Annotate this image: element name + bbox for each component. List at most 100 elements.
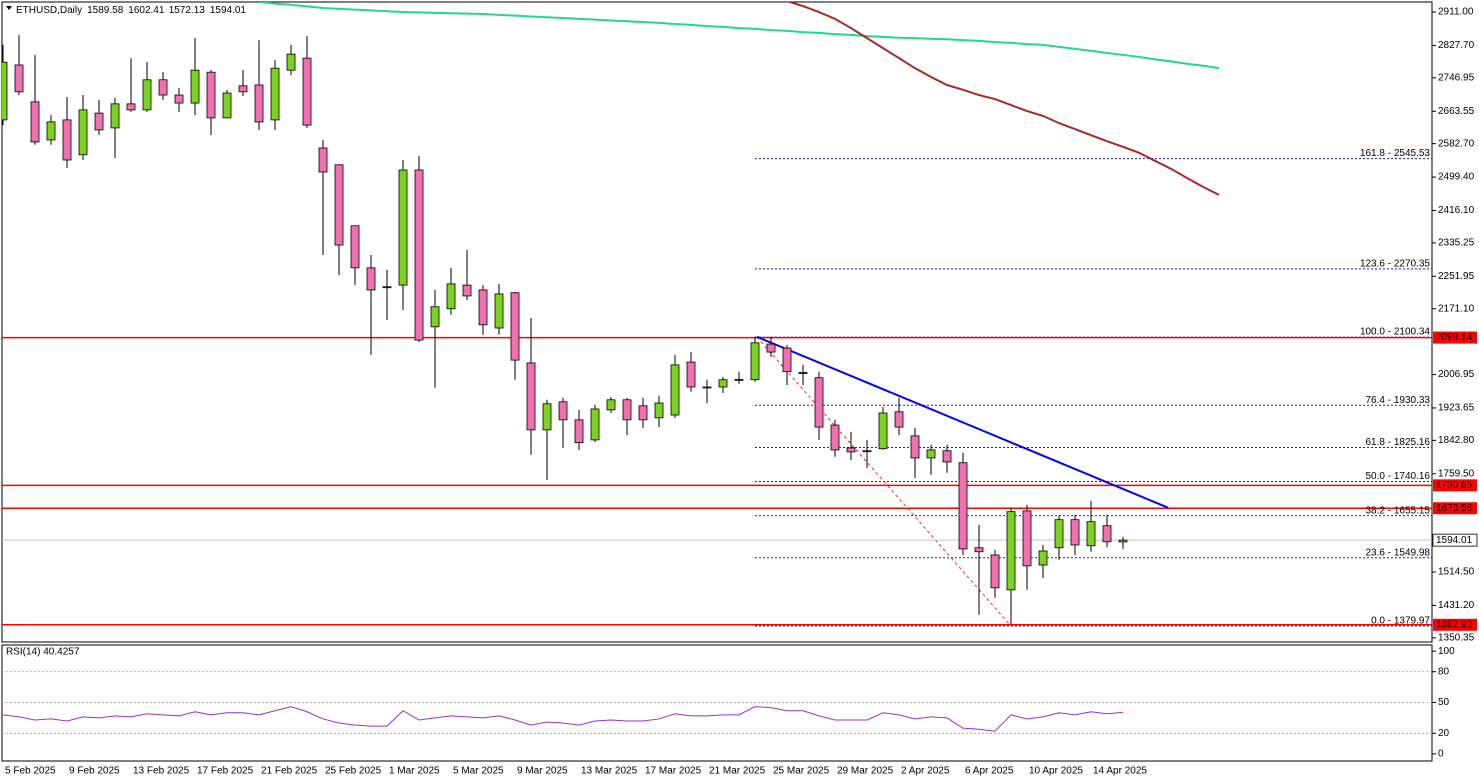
candle-body: [1086, 521, 1096, 547]
candle-body: [510, 292, 520, 361]
candle-body: [958, 462, 968, 550]
candle-body: [782, 347, 792, 373]
level-label-box: [1433, 502, 1477, 515]
x-tick-label: 1 Mar 2025: [389, 766, 440, 777]
candle-body: [78, 109, 88, 156]
candle-body: [350, 225, 360, 269]
candle-body: [1006, 511, 1016, 591]
candle-body: [942, 450, 952, 463]
level-label: 1382.92: [1436, 619, 1473, 630]
rsi-title: RSI(14) 40.4257: [6, 647, 80, 658]
candle-body: [46, 121, 56, 141]
x-tick-label: 5 Feb 2025: [5, 766, 56, 777]
candle-body: [830, 424, 840, 451]
candle-body: [382, 286, 392, 289]
candle-body: [1038, 550, 1048, 566]
y-tick-label: 1842.80: [1438, 435, 1475, 446]
y-tick-label: 1759.50: [1438, 468, 1475, 479]
candle-body: [398, 169, 408, 286]
candle-body: [334, 164, 344, 246]
rsi-tick-label: 80: [1438, 666, 1450, 677]
candle-body: [318, 147, 328, 173]
level-label: 1673.56: [1436, 503, 1473, 514]
fib-label: 161.8 - 2545.53: [1360, 148, 1430, 159]
rsi-tick-label: 50: [1438, 697, 1450, 708]
x-tick-label: 21 Feb 2025: [261, 766, 318, 777]
symbol-name: ETHUSD,Daily: [16, 5, 82, 16]
candle-body: [574, 419, 584, 444]
candle-body: [670, 364, 680, 416]
candle-body: [462, 284, 472, 297]
y-tick-label: 2416.10: [1438, 205, 1475, 216]
candle-body: [110, 103, 120, 129]
rsi-tick-label: 0: [1438, 748, 1444, 759]
candle-body: [494, 293, 504, 329]
fib-label: 0.0 - 1379.97: [1371, 616, 1430, 627]
fib-label: 50.0 - 1740.16: [1366, 471, 1431, 482]
candle-body: [542, 403, 552, 431]
header-open: 1589.58: [87, 5, 124, 16]
candle-body: [94, 112, 104, 131]
rsi-tick-label: 20: [1438, 728, 1450, 739]
x-tick-label: 29 Mar 2025: [837, 766, 894, 777]
y-tick-label: 2335.25: [1438, 238, 1475, 249]
x-tick-label: 13 Feb 2025: [133, 766, 190, 777]
header-low: 1572.13: [169, 5, 206, 16]
candle-body: [766, 343, 776, 353]
candle-body: [254, 84, 264, 123]
candle-body: [846, 447, 856, 453]
candle-body: [478, 289, 488, 326]
fib-label: 123.6 - 2270.35: [1360, 259, 1430, 270]
y-tick-label: 1514.50: [1438, 567, 1475, 578]
candle-body: [686, 361, 696, 388]
main-plot: [2, 2, 1432, 627]
chart-header: ETHUSD,Daily 1589.58 1602.41 1572.13 1594.01: [16, 5, 246, 16]
candle-body: [414, 169, 424, 341]
axes: 2911.00 2827.70 2746.95 2663.55 2582.70 2499.…: [5, 7, 1478, 777]
candle-body: [302, 57, 312, 126]
moving-average: [258, 2, 1220, 70]
rsi-line: [2, 706, 1124, 732]
y-tick-label: 2827.70: [1438, 40, 1475, 51]
candle-body: [446, 283, 456, 310]
candle-body: [526, 362, 536, 431]
candle-body: [926, 449, 936, 459]
x-tick-label: 17 Mar 2025: [645, 766, 702, 777]
y-tick-label: 1350.35: [1438, 632, 1475, 643]
x-tick-label: 25 Feb 2025: [325, 766, 382, 777]
current-price-label: 1594.01: [1436, 535, 1473, 546]
candle-body: [238, 85, 248, 93]
candle-body: [1022, 510, 1032, 567]
rsi-tick-label: 100: [1438, 646, 1455, 657]
level-label-box: [1433, 618, 1477, 631]
y-tick-label: 2499.40: [1438, 172, 1475, 183]
x-tick-label: 21 Mar 2025: [709, 766, 766, 777]
x-tick-label: 14 Apr 2025: [1093, 766, 1147, 777]
candle-body: [622, 399, 632, 421]
header-close: 1594.01: [210, 5, 247, 16]
candle-body: [14, 64, 24, 93]
y-tick-label: 1431.20: [1438, 600, 1475, 611]
candle-body: [62, 119, 72, 161]
y-tick-label: 2171.10: [1438, 303, 1475, 314]
fib-anchor-line: [756, 336, 1012, 627]
candle-body: [910, 435, 920, 459]
candle-body: [222, 92, 232, 119]
level-label: 2099.14: [1436, 332, 1473, 343]
y-tick-label: 2746.95: [1438, 72, 1475, 83]
level-label-box: [1433, 331, 1477, 344]
candle-body: [638, 405, 648, 421]
candle-body: [734, 378, 744, 381]
candle-body: [190, 69, 200, 104]
x-tick-label: 25 Mar 2025: [773, 766, 830, 777]
candle-body: [142, 79, 152, 111]
symbol-icon: [6, 6, 12, 10]
fib-label: 61.8 - 1825.16: [1366, 437, 1431, 448]
candle-body: [862, 450, 872, 453]
header-high: 1602.41: [128, 5, 165, 16]
candle-body: [1118, 539, 1128, 543]
y-tick-label: 2663.55: [1438, 106, 1475, 117]
y-tick-label: 2251.95: [1438, 271, 1475, 282]
